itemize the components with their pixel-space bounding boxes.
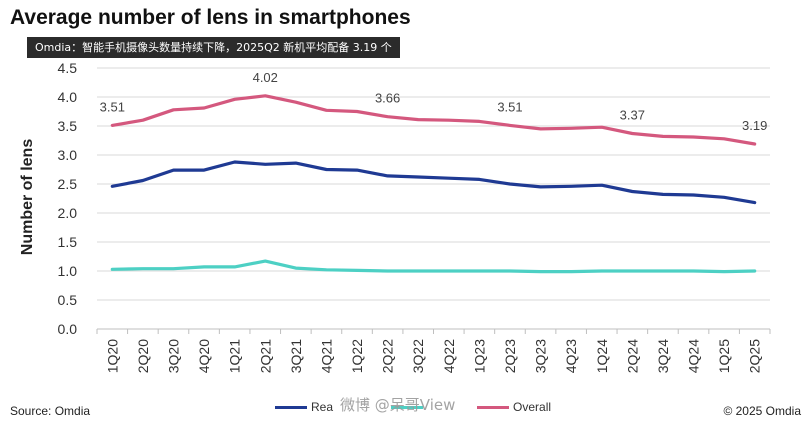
x-tick-label: 3Q22 <box>410 339 426 373</box>
legend-item <box>391 405 427 409</box>
x-tick-label: 3Q24 <box>655 339 671 373</box>
legend-swatch <box>477 405 510 409</box>
y-tick-label: 0.5 <box>58 292 78 308</box>
x-tick-label: 4Q23 <box>563 339 579 373</box>
legend-label: Overall <box>513 400 552 414</box>
x-tick-label: 1Q24 <box>594 339 610 373</box>
y-tick-label: 1.5 <box>58 234 78 250</box>
x-tick-label: 4Q20 <box>196 339 212 373</box>
y-tick-label: 3.0 <box>58 147 78 163</box>
copyright-note: © 2025 Omdia <box>723 404 801 418</box>
x-tick-label: 3Q21 <box>288 339 304 373</box>
data-label: 3.51 <box>497 99 522 114</box>
x-tick-label: 3Q20 <box>165 339 181 373</box>
x-tick-label: 4Q21 <box>318 339 334 373</box>
x-tick-label: 2Q22 <box>380 339 396 373</box>
data-label: 3.51 <box>100 99 125 114</box>
y-tick-label: 2.0 <box>58 205 78 221</box>
series-line <box>110 160 757 205</box>
data-label: 3.19 <box>742 118 767 133</box>
x-tick-label: 2Q20 <box>135 339 151 373</box>
x-tick-label: 2Q25 <box>747 339 763 373</box>
x-tick-label: 2Q24 <box>624 339 640 373</box>
x-tick-label: 4Q22 <box>441 339 457 373</box>
legend-swatch <box>275 405 307 409</box>
y-tick-label: 4.5 <box>58 60 78 76</box>
source-note: Source: Omdia <box>10 404 91 418</box>
x-tick-label: 4Q24 <box>686 339 702 373</box>
x-tick-label: 2Q21 <box>257 339 273 373</box>
y-tick-label: 4.0 <box>58 89 78 105</box>
x-tick-label: 2Q23 <box>502 339 518 373</box>
y-tick-label: 3.5 <box>58 118 78 134</box>
legend: Rea Overall <box>275 398 561 416</box>
data-label: 4.02 <box>253 70 278 85</box>
y-tick-label: 2.5 <box>58 176 78 192</box>
x-tick-label: 1Q25 <box>716 339 732 373</box>
caption-banner: Omdia：智能手机摄像头数量持续下降，2025Q2 新机平均配备 3.19 个 <box>27 37 400 58</box>
legend-item: Rea <box>275 400 333 414</box>
x-tick-label: 1Q21 <box>227 339 243 373</box>
data-label: 3.66 <box>375 91 400 106</box>
y-tick-label: 1.0 <box>58 263 78 279</box>
watermark: 微博 @呆哥View <box>340 396 456 414</box>
legend-item: Overall <box>477 400 551 414</box>
data-label: 3.37 <box>620 108 645 123</box>
x-tick-label: 1Q20 <box>104 339 120 373</box>
legend-swatch <box>391 405 424 409</box>
y-tick-label: 0.0 <box>58 321 78 337</box>
chart-title: Average number of lens in smartphones <box>10 6 411 29</box>
x-tick-label: 1Q22 <box>349 339 365 373</box>
series-line <box>110 259 757 274</box>
legend-label: Rea <box>311 400 334 414</box>
x-tick-label: 1Q23 <box>471 339 487 373</box>
series-line <box>110 94 757 146</box>
x-tick-label: 3Q23 <box>533 339 549 373</box>
